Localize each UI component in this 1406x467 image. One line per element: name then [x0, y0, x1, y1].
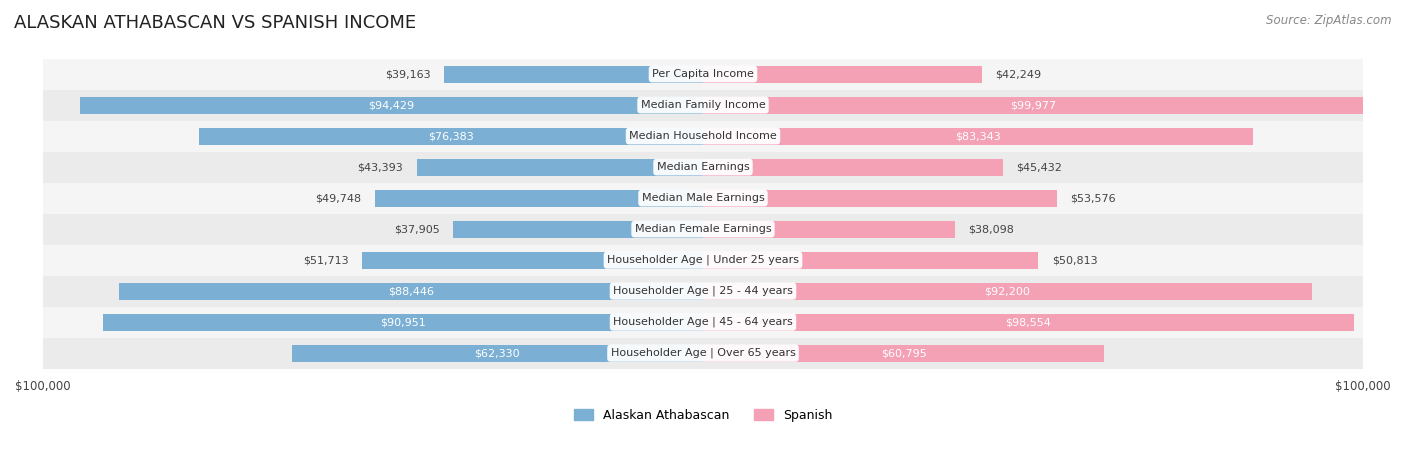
Text: $43,393: $43,393 [357, 162, 404, 172]
Text: $92,200: $92,200 [984, 286, 1031, 296]
Text: Per Capita Income: Per Capita Income [652, 69, 754, 79]
Text: $39,163: $39,163 [385, 69, 432, 79]
Bar [42, 90, 1364, 120]
Text: $88,446: $88,446 [388, 286, 434, 296]
Text: Householder Age | 25 - 44 years: Householder Age | 25 - 44 years [613, 286, 793, 297]
Bar [703, 127, 1253, 145]
Bar [703, 283, 1312, 300]
Text: $38,098: $38,098 [967, 224, 1014, 234]
Text: $51,713: $51,713 [302, 255, 349, 265]
Legend: Alaskan Athabascan, Spanish: Alaskan Athabascan, Spanish [569, 403, 837, 427]
Bar [103, 314, 703, 331]
Text: Householder Age | 45 - 64 years: Householder Age | 45 - 64 years [613, 317, 793, 327]
Bar [80, 97, 703, 113]
Text: $45,432: $45,432 [1017, 162, 1062, 172]
Bar [42, 338, 1364, 368]
Bar [703, 190, 1057, 206]
Text: Median Male Earnings: Median Male Earnings [641, 193, 765, 203]
Text: $99,977: $99,977 [1010, 100, 1056, 110]
Text: $76,383: $76,383 [427, 131, 474, 141]
Text: $98,554: $98,554 [1005, 317, 1052, 327]
Text: $60,795: $60,795 [880, 348, 927, 358]
Bar [703, 220, 955, 238]
Text: Source: ZipAtlas.com: Source: ZipAtlas.com [1267, 14, 1392, 27]
Text: $42,249: $42,249 [995, 69, 1042, 79]
Text: $37,905: $37,905 [394, 224, 440, 234]
Bar [42, 183, 1364, 213]
Bar [453, 220, 703, 238]
Bar [198, 127, 703, 145]
Text: $53,576: $53,576 [1070, 193, 1115, 203]
Text: Median Family Income: Median Family Income [641, 100, 765, 110]
Bar [703, 65, 981, 83]
Text: $94,429: $94,429 [368, 100, 415, 110]
Bar [120, 283, 703, 300]
Bar [42, 307, 1364, 338]
Bar [374, 190, 703, 206]
Bar [703, 345, 1104, 361]
Bar [42, 120, 1364, 152]
Text: $49,748: $49,748 [315, 193, 361, 203]
Text: Householder Age | Over 65 years: Householder Age | Over 65 years [610, 348, 796, 358]
Bar [703, 314, 1354, 331]
Bar [42, 213, 1364, 245]
Text: Median Earnings: Median Earnings [657, 162, 749, 172]
Bar [361, 252, 703, 269]
Text: $62,330: $62,330 [474, 348, 520, 358]
Bar [444, 65, 703, 83]
Text: Median Household Income: Median Household Income [628, 131, 778, 141]
Bar [703, 159, 1002, 176]
Text: Householder Age | Under 25 years: Householder Age | Under 25 years [607, 255, 799, 265]
Bar [291, 345, 703, 361]
Text: $83,343: $83,343 [955, 131, 1001, 141]
Text: ALASKAN ATHABASCAN VS SPANISH INCOME: ALASKAN ATHABASCAN VS SPANISH INCOME [14, 14, 416, 32]
Bar [42, 245, 1364, 276]
Bar [416, 159, 703, 176]
Bar [42, 58, 1364, 90]
Bar [703, 97, 1362, 113]
Bar [703, 252, 1039, 269]
Text: Median Female Earnings: Median Female Earnings [634, 224, 772, 234]
Text: $50,813: $50,813 [1052, 255, 1097, 265]
Text: $90,951: $90,951 [380, 317, 426, 327]
Bar [42, 276, 1364, 307]
Bar [42, 152, 1364, 183]
